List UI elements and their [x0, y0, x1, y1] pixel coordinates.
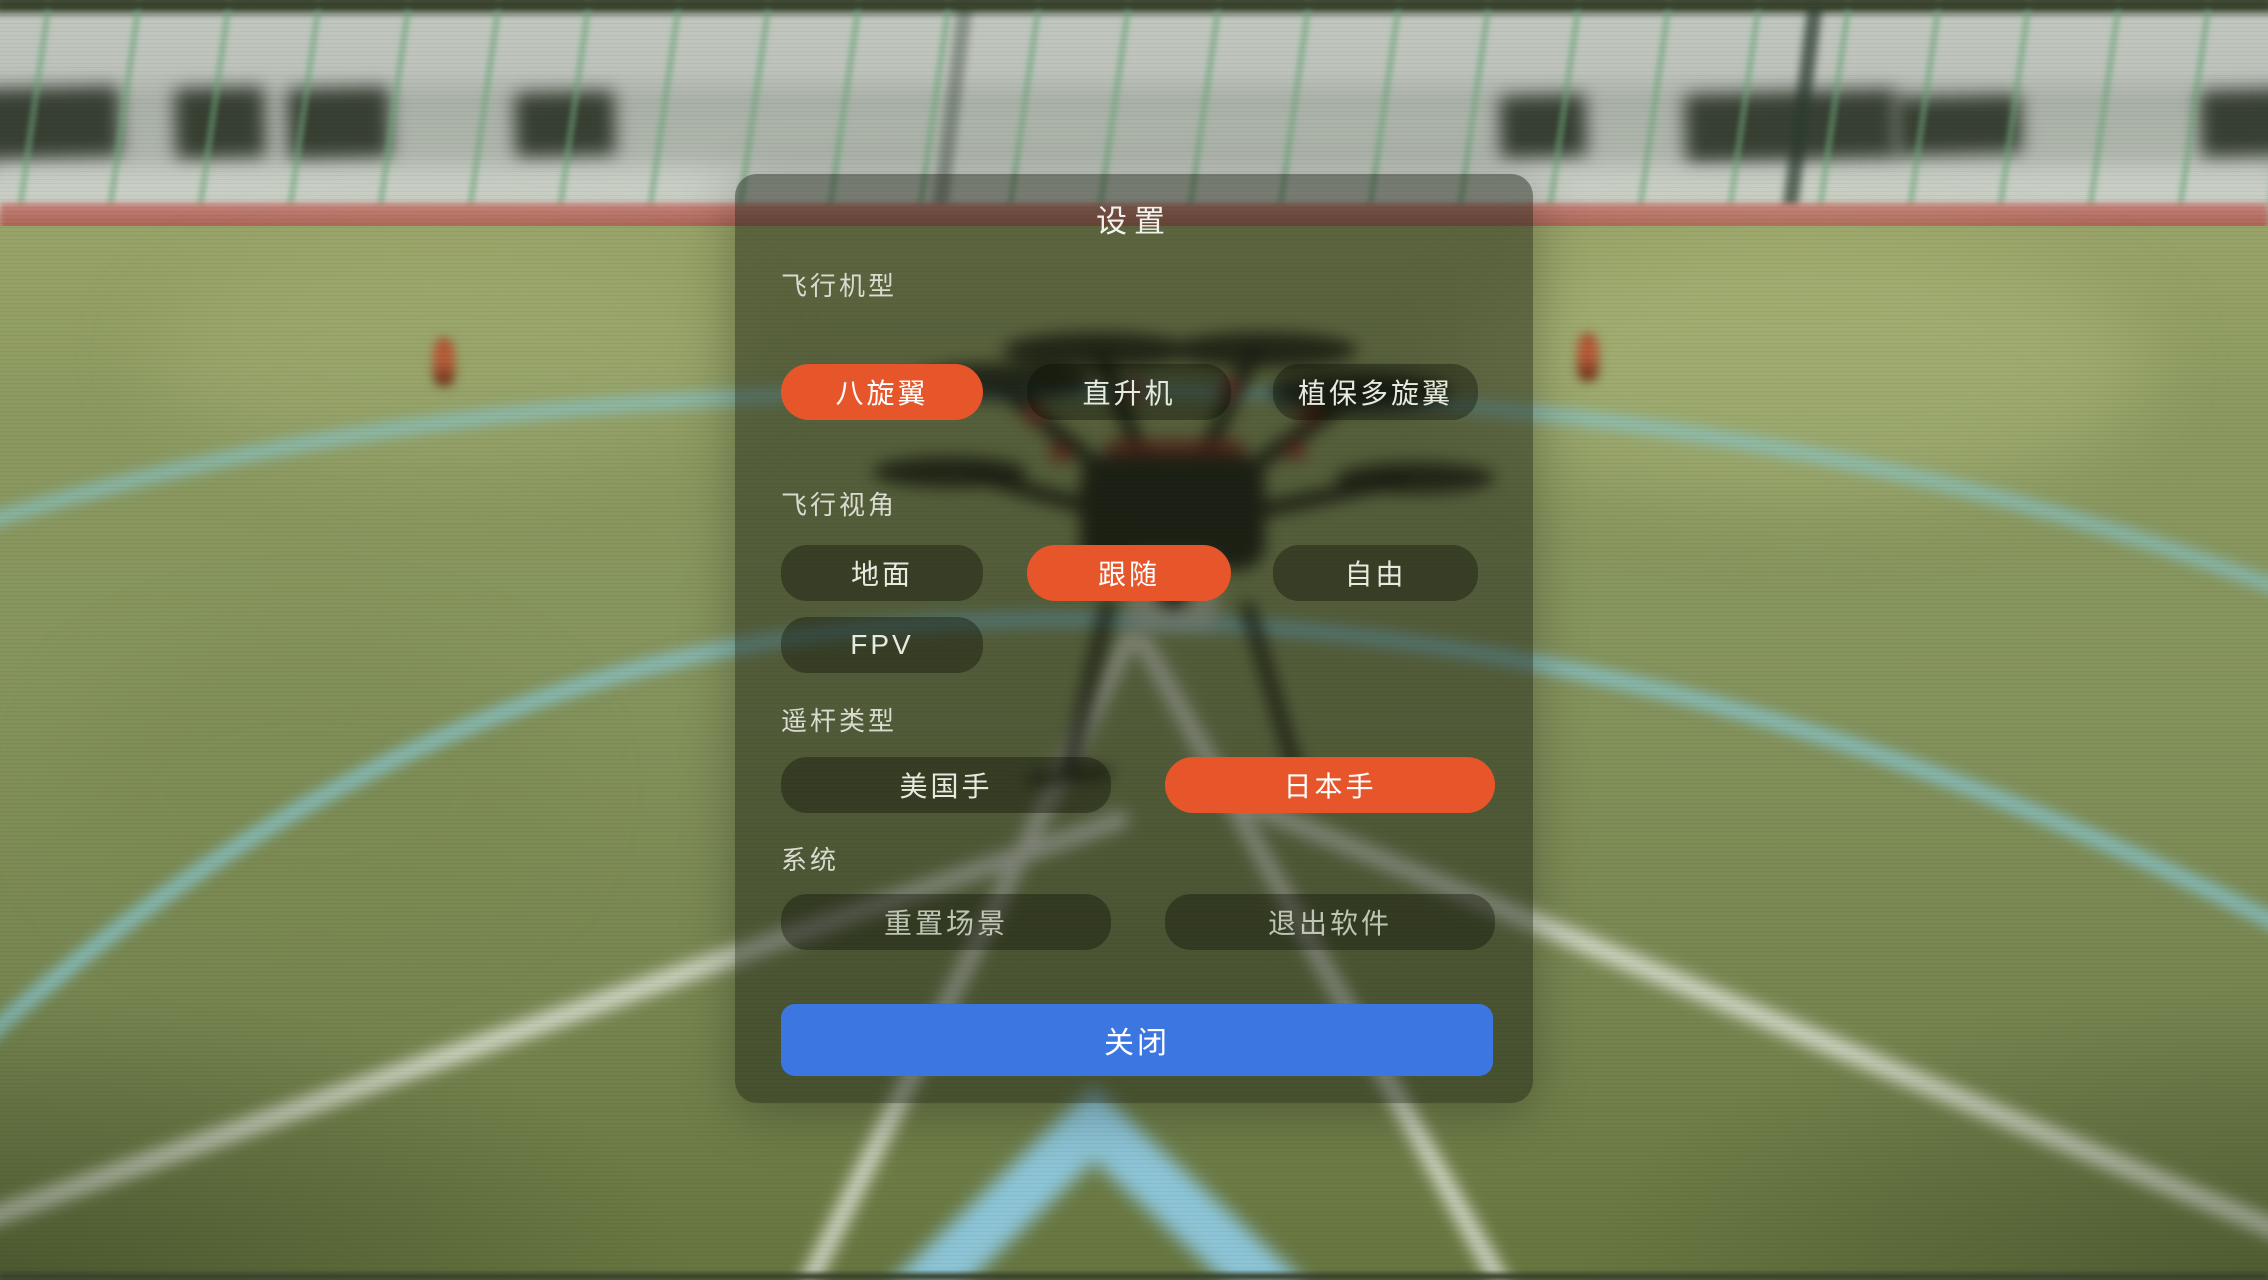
stick-mode-american[interactable]: 美国手 — [781, 757, 1111, 813]
drone-body — [1080, 455, 1265, 570]
white-line-left-diagonal — [0, 811, 1129, 1224]
system-exit-software[interactable]: 退出软件 — [1165, 894, 1495, 950]
view-free[interactable]: 自由 — [1273, 545, 1478, 601]
section-label-flight-view: 飞行视角 — [781, 490, 898, 520]
stick-mode-japanese[interactable]: 日本手 — [1165, 757, 1495, 813]
view-ground[interactable]: 地面 — [781, 545, 983, 601]
view-fpv[interactable]: FPV — [781, 617, 983, 673]
traffic-cone — [433, 338, 455, 386]
section-label-system: 系统 — [781, 845, 840, 875]
traffic-cone — [1577, 333, 1599, 381]
dialog-title: 设置 — [1096, 204, 1172, 239]
drone-landing-legs — [1027, 598, 1340, 791]
settings-dialog: 设置 飞行机型 八旋翼 直升机 植保多旋翼 飞行视角 地面 跟随 自由 FPV … — [735, 174, 1533, 1103]
system-reset-scene[interactable]: 重置场景 — [781, 894, 1111, 950]
bottom-edge — [0, 1273, 2268, 1280]
white-line-right-diagonal — [1181, 771, 2268, 1236]
option-octocopter[interactable]: 八旋翼 — [781, 364, 983, 420]
cyan-circle-inner — [0, 612, 2268, 1036]
view-follow[interactable]: 跟随 — [1027, 545, 1231, 601]
section-label-stick-mode: 遥杆类型 — [781, 706, 898, 736]
option-helicopter[interactable]: 直升机 — [1027, 364, 1231, 420]
white-line-v-right — [1133, 631, 1509, 1280]
option-agriculture-multirotor[interactable]: 植保多旋翼 — [1273, 364, 1478, 420]
top-edge — [0, 0, 2268, 9]
section-label-aircraft-type: 飞行机型 — [781, 271, 898, 301]
blue-chevron-marker — [892, 1086, 1303, 1280]
close-button[interactable]: 关闭 — [781, 1004, 1493, 1076]
grass-shade — [60, 640, 560, 940]
